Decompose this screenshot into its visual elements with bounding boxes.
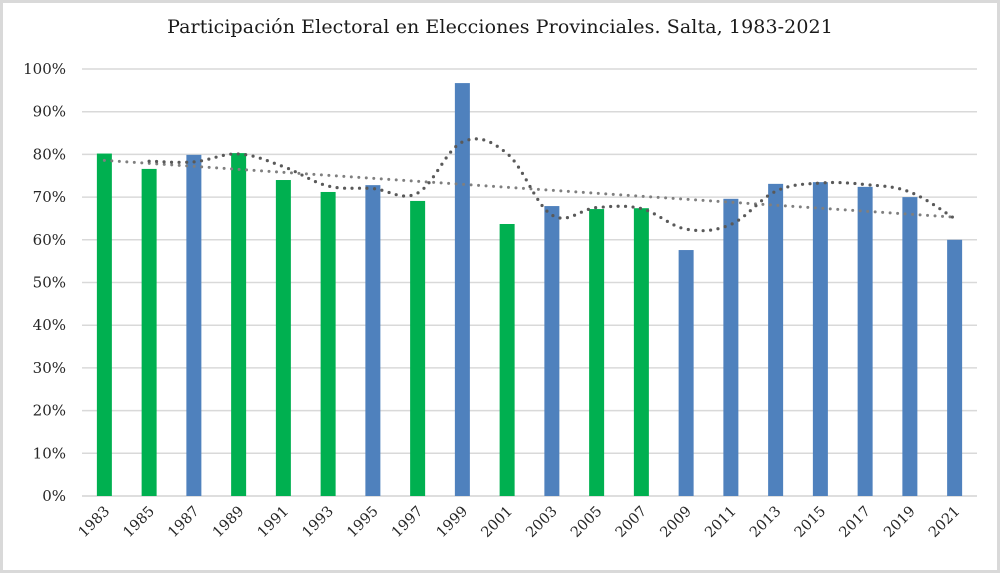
bar-2005	[589, 209, 605, 496]
y-tick-label: 60%	[33, 231, 66, 249]
moving-average-trendline	[147, 137, 957, 233]
gridlines	[82, 68, 977, 497]
x-tick-label: 2021	[926, 504, 963, 541]
x-tick-label: 1983	[76, 504, 113, 541]
bar-2017	[857, 186, 873, 497]
y-axis-ticks: 0% 10% 20% 30% 40% 50% 60% 70% 80% 90% 100%	[23, 60, 66, 505]
y-tick-label: 50%	[33, 274, 66, 292]
y-tick-label: 20%	[33, 402, 66, 420]
bar-1987	[186, 154, 202, 496]
y-tick-label: 100%	[23, 60, 66, 78]
x-axis-ticks: 1983 1985 1987 1989 1991 1993 1995 1997 1999 2001…	[76, 504, 964, 541]
linear-trendline	[102, 158, 957, 219]
x-tick-label: 2013	[747, 504, 784, 541]
y-tick-label: 0%	[42, 487, 66, 505]
x-tick-label: 2017	[837, 504, 874, 541]
bar-2011	[723, 198, 739, 497]
bar-2003	[544, 206, 560, 496]
trendlines	[102, 137, 957, 233]
x-tick-label: 1997	[389, 504, 426, 541]
bars	[96, 83, 963, 497]
bar-1985	[141, 168, 157, 496]
bar-1999	[454, 83, 470, 496]
bar-2013	[768, 183, 784, 496]
x-tick-label: 1989	[210, 504, 247, 541]
x-tick-label: 1987	[165, 504, 202, 541]
bar-1983	[96, 153, 112, 496]
bar-2001	[499, 224, 515, 496]
x-tick-label: 2019	[881, 504, 918, 541]
bar-1991	[275, 180, 291, 496]
bar-2009	[678, 250, 694, 496]
bar-2021	[947, 239, 963, 497]
y-tick-label: 80%	[33, 145, 66, 163]
x-tick-label: 1993	[300, 504, 337, 541]
bar-1993	[320, 191, 336, 496]
x-tick-label: 2009	[658, 504, 695, 541]
bar-2019	[902, 197, 918, 496]
y-tick-label: 90%	[33, 103, 66, 121]
x-tick-label: 2001	[479, 504, 516, 541]
bar-2015	[812, 182, 828, 496]
x-tick-label: 2015	[792, 504, 829, 541]
y-tick-label: 30%	[33, 359, 66, 377]
chart-title: Participación Electoral en Elecciones Pr…	[167, 16, 833, 38]
x-tick-label: 1995	[344, 504, 381, 541]
y-tick-label: 70%	[33, 188, 66, 206]
x-tick-label: 2007	[613, 504, 650, 541]
bar-1989	[231, 153, 247, 496]
y-tick-label: 40%	[33, 316, 66, 334]
y-tick-label: 10%	[33, 444, 66, 462]
bar-1995	[365, 185, 381, 497]
x-tick-label: 2011	[702, 504, 739, 541]
bar-2007	[633, 208, 649, 496]
x-tick-label: 2005	[568, 504, 605, 541]
bar-1997	[410, 200, 426, 496]
x-tick-label: 1991	[255, 504, 292, 541]
x-tick-label: 1999	[434, 504, 471, 541]
x-tick-label: 1985	[121, 504, 158, 541]
x-tick-label: 2003	[523, 504, 560, 541]
